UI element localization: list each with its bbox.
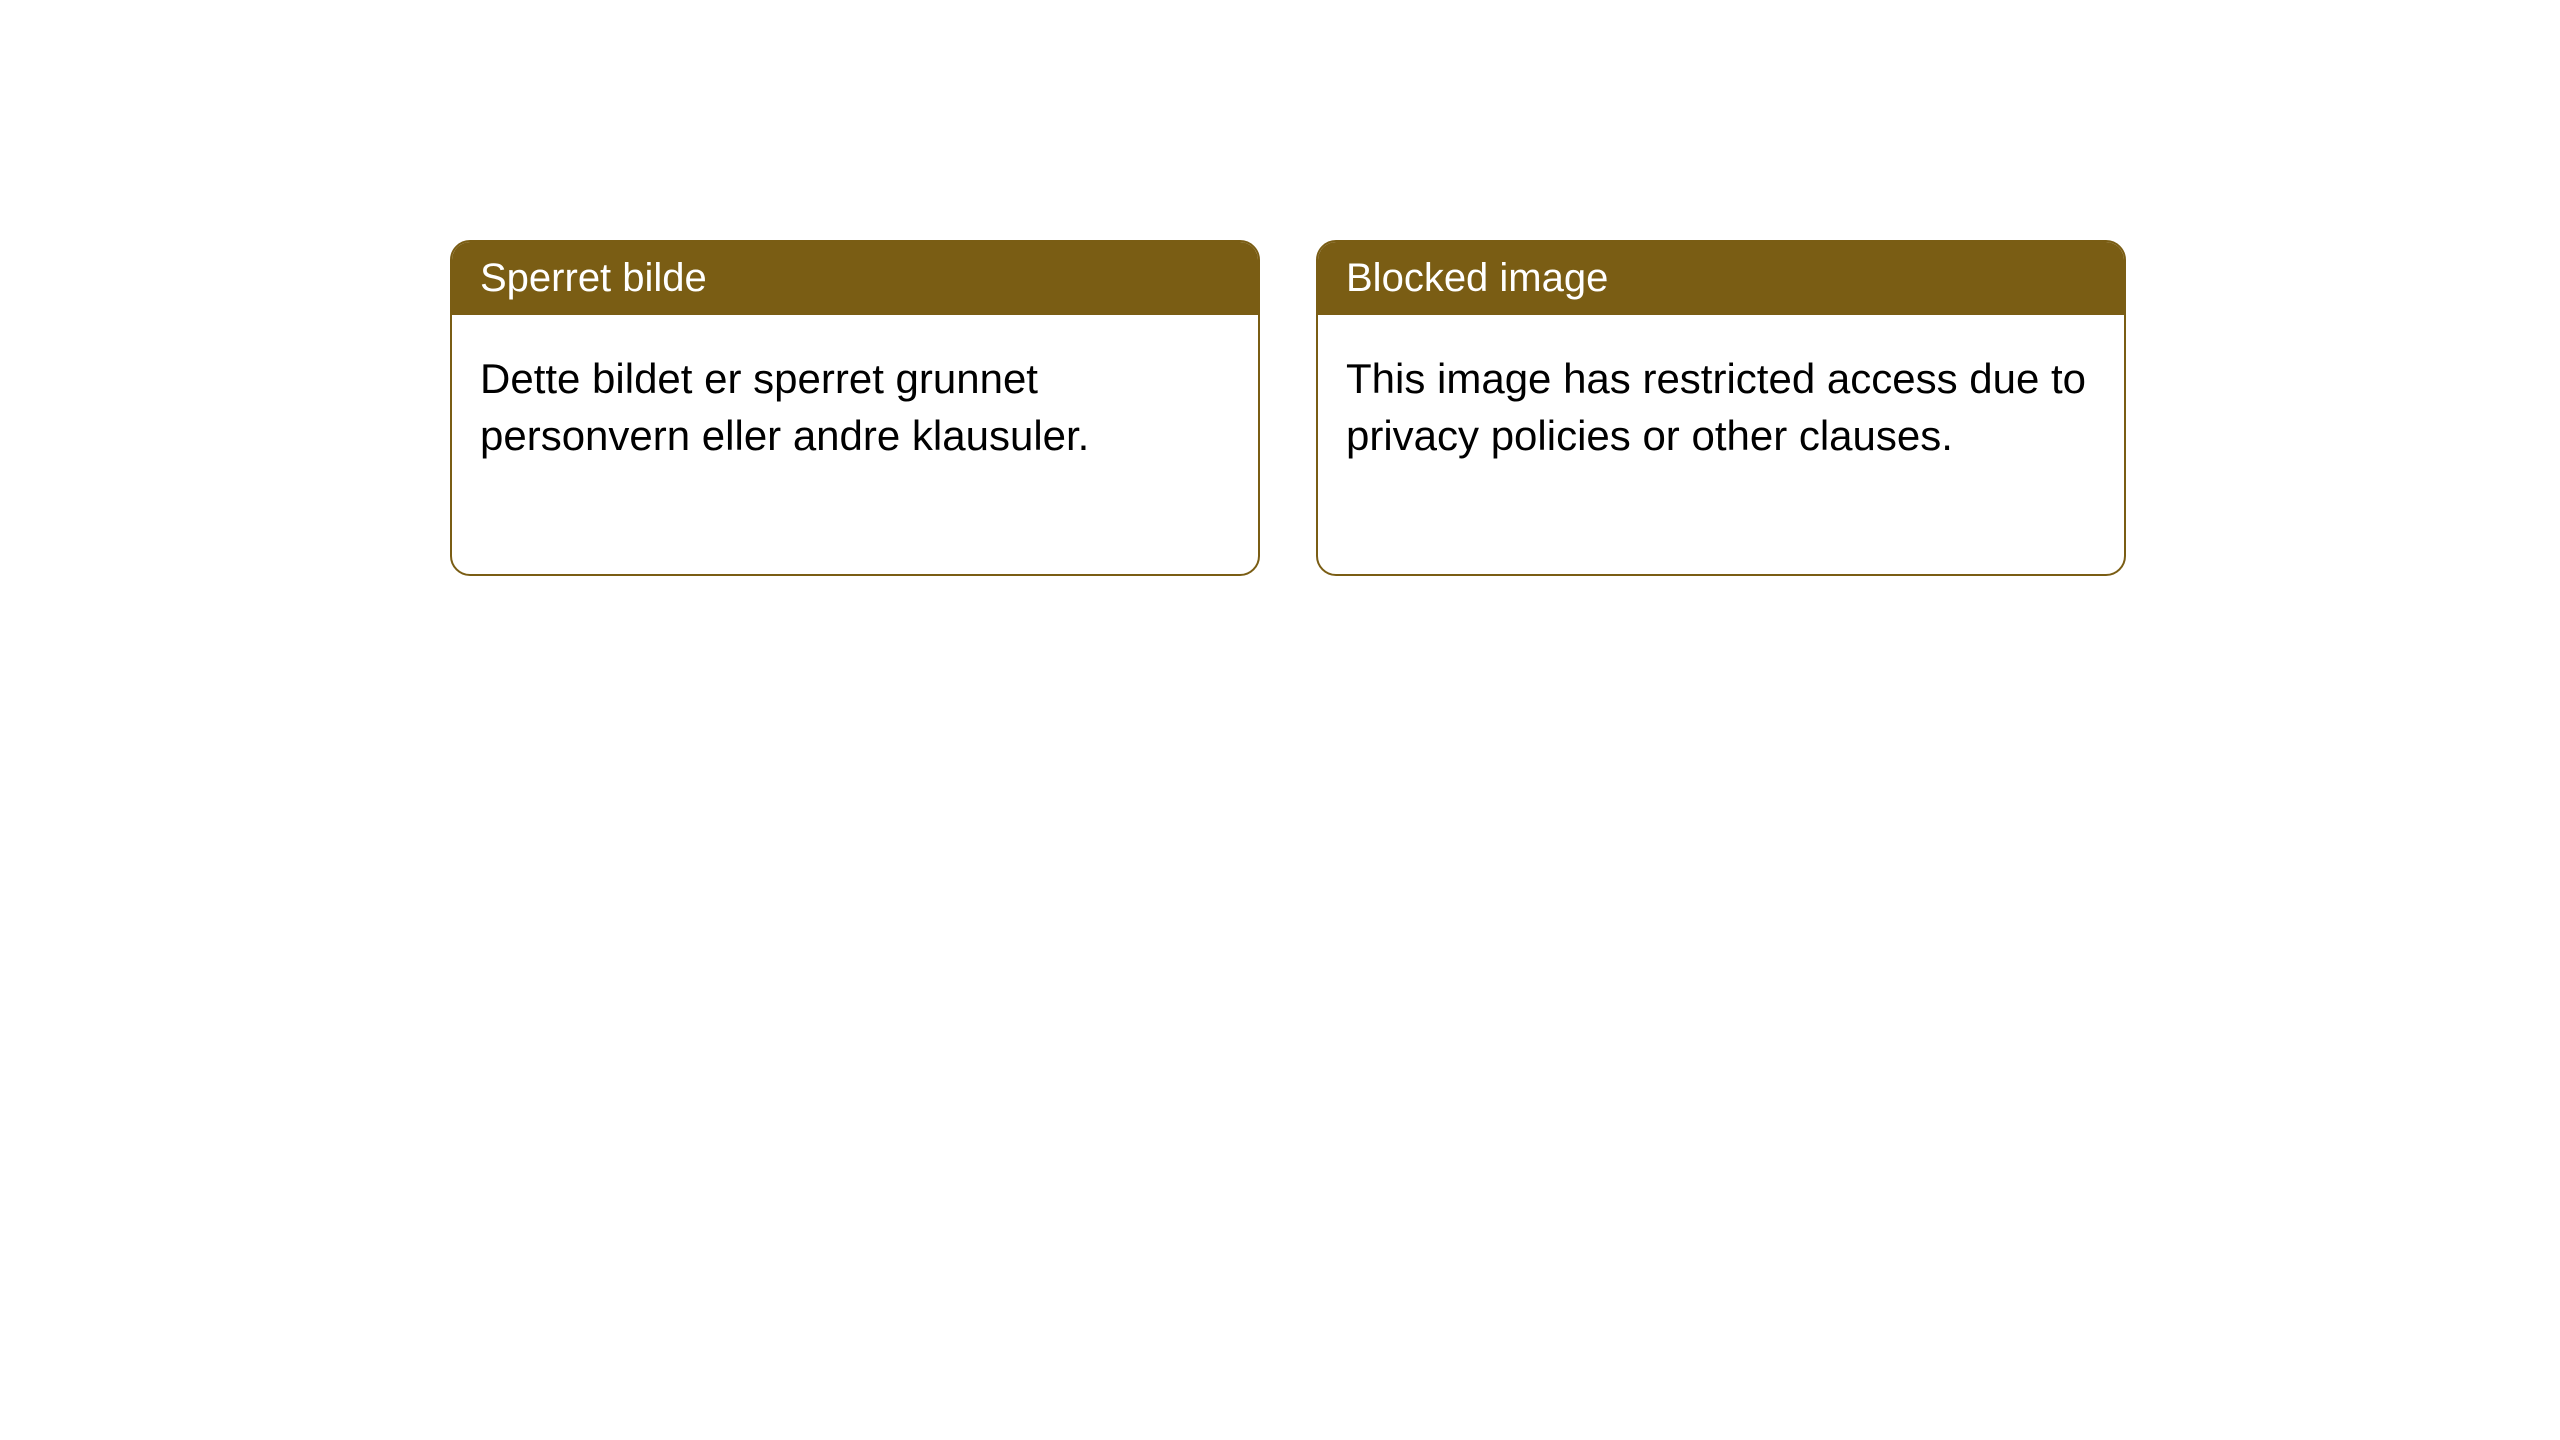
notice-title: Sperret bilde — [480, 256, 707, 300]
notice-container: Sperret bilde Dette bildet er sperret gr… — [450, 240, 2126, 576]
notice-card-body: Dette bildet er sperret grunnet personve… — [452, 315, 1258, 500]
notice-card-header: Sperret bilde — [452, 242, 1258, 315]
notice-card-header: Blocked image — [1318, 242, 2124, 315]
notice-message: This image has restricted access due to … — [1346, 355, 2086, 459]
notice-card-english: Blocked image This image has restricted … — [1316, 240, 2126, 576]
notice-title: Blocked image — [1346, 256, 1608, 300]
notice-card-norwegian: Sperret bilde Dette bildet er sperret gr… — [450, 240, 1260, 576]
notice-card-body: This image has restricted access due to … — [1318, 315, 2124, 500]
notice-message: Dette bildet er sperret grunnet personve… — [480, 355, 1089, 459]
